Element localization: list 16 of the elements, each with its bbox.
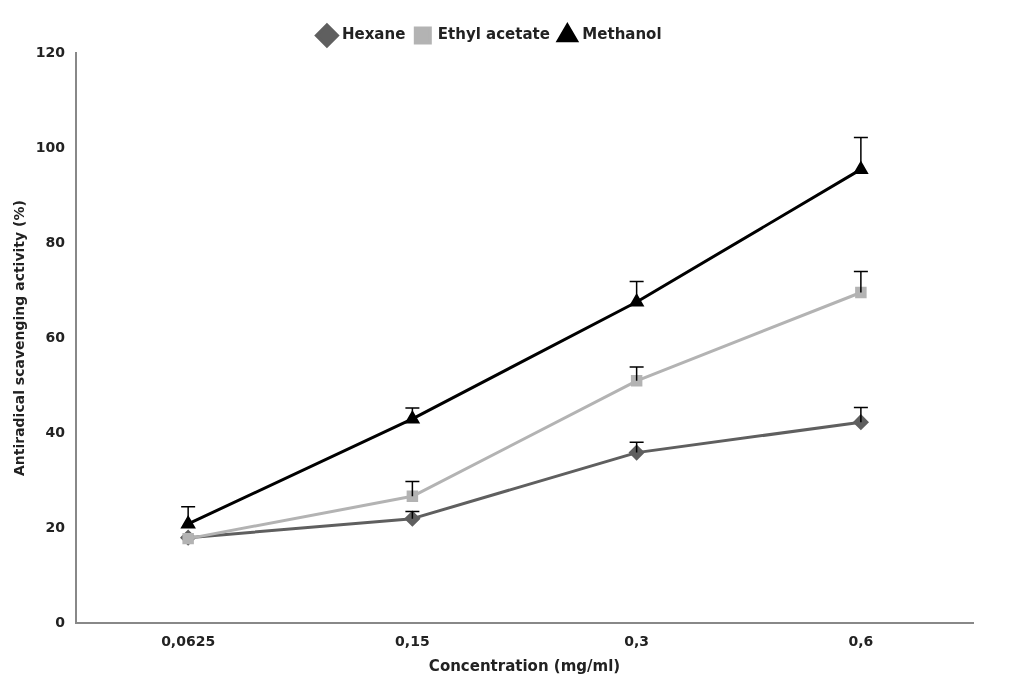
y-tick-label: 100 [35, 138, 66, 155]
y-tick-label: 40 [45, 423, 66, 440]
y-tick-label: 120 [35, 43, 66, 60]
legend-label: Hexane [341, 25, 406, 44]
y-tick-label: 20 [45, 518, 66, 535]
x-tick-label: 0,3 [624, 633, 650, 650]
x-axis-title: Concentration (mg/ml) [428, 656, 621, 675]
x-tick-label: 0,15 [395, 633, 430, 650]
y-axis-title: Antiradical scavenging activity (%) [11, 200, 28, 477]
x-tick-label: 0,0625 [161, 633, 216, 650]
y-tick-label: 60 [45, 328, 66, 345]
y-tick-label: 80 [45, 233, 66, 250]
y-tick-label: 0 [55, 613, 66, 630]
legend-label: Ethyl acetate [437, 25, 550, 44]
x-tick-label: 0,6 [848, 633, 874, 650]
legend-label: Methanol [582, 25, 662, 44]
